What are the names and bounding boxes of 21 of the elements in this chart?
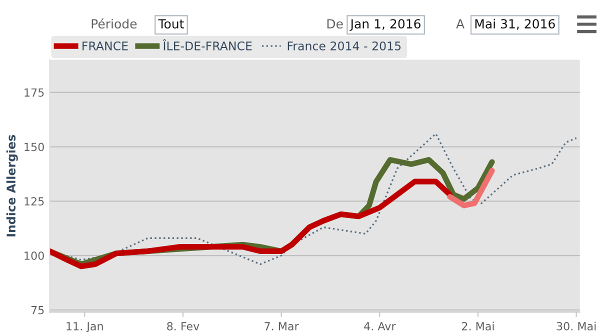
text: De <box>327 19 343 29</box>
text: Jan 1, 2016 <box>350 19 420 31</box>
y-tick-label: 100 <box>24 252 44 260</box>
text: A <box>456 19 464 28</box>
y-tick-label: 150 <box>24 142 44 152</box>
y-tick-label: 175 <box>24 88 44 97</box>
x-tick-label: 30. Mai <box>556 322 596 330</box>
legend-label: FRANCE <box>82 41 128 50</box>
y-axis-title: Indice Allergies <box>6 134 18 236</box>
text: Période <box>92 18 137 29</box>
x-tick-label: 7. Mar <box>264 322 299 330</box>
x-tick-label: 8. Fev <box>167 322 200 330</box>
text: Tout <box>158 19 184 29</box>
y-tick-label: 75 <box>31 306 44 314</box>
legend-label: ÎLE-DE-FRANCE <box>162 39 252 50</box>
y-tick-label: 125 <box>24 197 44 206</box>
x-tick-label: 4. Avr <box>364 322 396 330</box>
text: Mai 31, 2016 <box>475 18 555 30</box>
x-tick-label: 11. Jan <box>66 322 103 332</box>
x-tick-label: 2. Mai <box>462 322 494 330</box>
legend-label: France 2014 - 2015 <box>288 41 401 50</box>
